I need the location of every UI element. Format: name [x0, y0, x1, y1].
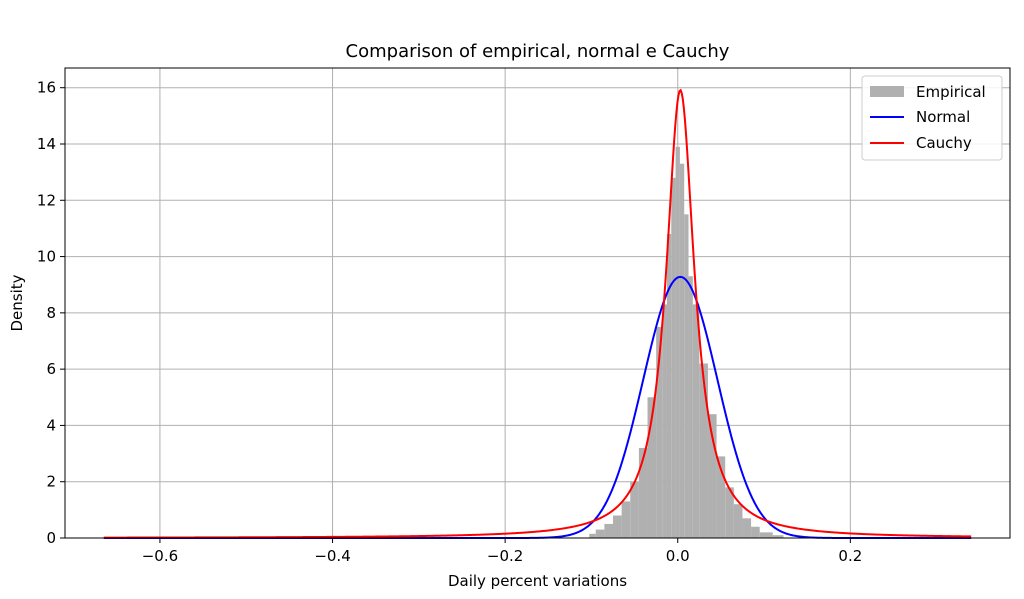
histogram-bar: [688, 276, 693, 538]
y-axis-label: Density: [8, 274, 26, 331]
y-tick-label: 8: [46, 304, 56, 322]
histogram-bars: [589, 146, 784, 539]
normal-curve: [103, 275, 972, 539]
x-tick-label: −0.6: [142, 547, 178, 565]
histogram-bar: [630, 481, 639, 538]
histogram-bar: [671, 177, 676, 538]
histogram-bar: [751, 526, 760, 538]
legend-label-cauchy: Cauchy: [916, 134, 972, 152]
legend-label-normal: Normal: [916, 108, 970, 126]
histogram-bar: [716, 456, 726, 538]
histogram-bar: [662, 304, 667, 538]
histogram-bar: [725, 487, 734, 538]
y-tick-label: 4: [46, 416, 56, 434]
histogram-bar: [638, 447, 648, 538]
y-tick-label: 16: [37, 79, 56, 97]
histogram-bar: [684, 214, 689, 539]
histogram-bar: [679, 163, 685, 538]
histogram-bar: [604, 523, 614, 538]
histogram-bar: [772, 535, 784, 538]
x-ticks: −0.6 −0.4 −0.2 0.0 0.2: [142, 538, 862, 565]
histogram-bar: [666, 234, 672, 538]
histogram-bar: [707, 414, 717, 538]
chart-title: Comparison of empirical, normal e Cauchy: [346, 41, 730, 62]
x-tick-label: 0.2: [838, 547, 862, 565]
y-tick-label: 12: [37, 191, 56, 209]
histogram-bar: [675, 146, 680, 538]
x-tick-label: −0.4: [314, 547, 350, 565]
y-tick-label: 2: [46, 473, 56, 491]
y-tick-label: 10: [37, 248, 56, 266]
histogram-bar: [733, 504, 743, 538]
legend-label-empirical: Empirical: [916, 83, 986, 101]
y-tick-label: 14: [37, 135, 56, 153]
legend-swatch-empirical: [870, 86, 904, 97]
histogram-bar: [647, 397, 657, 538]
legend: Empirical Normal Cauchy: [861, 75, 1003, 161]
cauchy-curve: [103, 88, 972, 539]
histogram-bar: [613, 515, 622, 538]
histogram-bar: [692, 304, 700, 538]
histogram-bar: [621, 501, 631, 538]
y-tick-label: 0: [46, 529, 56, 547]
histogram-bar: [595, 529, 605, 538]
plot-frame: [64, 67, 1011, 539]
y-tick-label: 6: [46, 360, 56, 378]
histogram-bar: [742, 518, 752, 538]
x-axis-label: Daily percent variations: [448, 572, 627, 590]
curves: [103, 88, 972, 539]
y-ticks: 0 2 4 6 8 10 12 14 16: [37, 79, 65, 547]
histogram-bar: [589, 533, 596, 538]
histogram-bar: [656, 326, 663, 538]
histogram-bar: [699, 363, 708, 538]
x-tick-label: −0.2: [487, 547, 523, 565]
x-tick-label: 0.0: [666, 547, 690, 565]
histogram-bar: [759, 532, 773, 538]
